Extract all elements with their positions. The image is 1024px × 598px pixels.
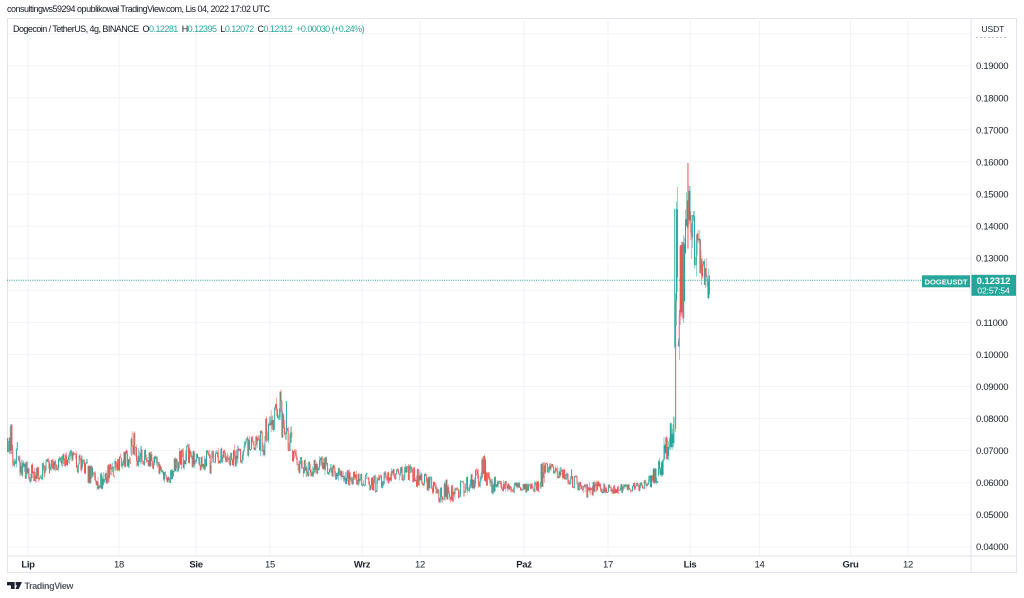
svg-text:Paź: Paź: [516, 560, 532, 571]
svg-text:0.06000: 0.06000: [976, 478, 1008, 489]
svg-text:USDT: USDT: [982, 24, 1005, 34]
svg-text:0.14000: 0.14000: [976, 222, 1008, 233]
svg-text:0.12312: 0.12312: [977, 276, 1011, 287]
svg-text:Sie: Sie: [189, 560, 202, 571]
svg-text:Wrz: Wrz: [354, 560, 371, 571]
svg-text:18: 18: [114, 560, 124, 571]
svg-text:0.11000: 0.11000: [976, 318, 1008, 329]
svg-text:0.05000: 0.05000: [976, 510, 1008, 521]
svg-text:0.10000: 0.10000: [976, 350, 1008, 361]
svg-text:Lis: Lis: [684, 560, 697, 571]
svg-text:Lip: Lip: [21, 560, 35, 571]
svg-text:0.16000: 0.16000: [976, 157, 1008, 168]
svg-text:0.09000: 0.09000: [976, 382, 1008, 393]
svg-text:0.15000: 0.15000: [976, 190, 1008, 201]
svg-text:02:57:54: 02:57:54: [977, 285, 1010, 295]
svg-text:12: 12: [415, 560, 425, 571]
svg-text:0.13000: 0.13000: [976, 254, 1008, 265]
svg-text:14: 14: [755, 560, 765, 571]
svg-text:0.07000: 0.07000: [976, 446, 1008, 457]
svg-text:0.19000: 0.19000: [976, 61, 1008, 72]
svg-text:17: 17: [603, 560, 613, 571]
svg-text:DOGEUSDT: DOGEUSDT: [924, 277, 967, 286]
svg-text:0.08000: 0.08000: [976, 414, 1008, 425]
svg-text:0.18000: 0.18000: [976, 93, 1008, 104]
svg-text:0.17000: 0.17000: [976, 125, 1008, 136]
svg-text:0.04000: 0.04000: [976, 542, 1008, 553]
svg-text:15: 15: [265, 560, 275, 571]
svg-text:12: 12: [903, 560, 913, 571]
svg-text:Gru: Gru: [843, 560, 859, 571]
